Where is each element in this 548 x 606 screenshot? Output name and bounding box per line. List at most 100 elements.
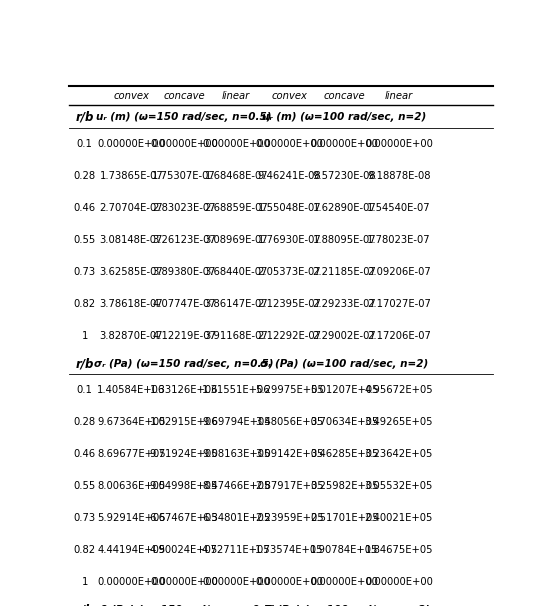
Text: 1.40584E+06: 1.40584E+06 [97,385,165,395]
Text: 4.95672E+05: 4.95672E+05 [364,385,433,395]
Text: 0.82: 0.82 [73,545,96,554]
Text: linear: linear [385,91,413,101]
Text: concave: concave [163,91,205,101]
Text: 1.73574E+05: 1.73574E+05 [255,545,323,554]
Text: 1.02915E+06: 1.02915E+06 [150,417,218,427]
Text: 1.55048E-07: 1.55048E-07 [258,202,321,213]
Text: 0.00000E+00: 0.00000E+00 [98,577,165,587]
Text: 0.28: 0.28 [73,417,96,427]
Text: 0.1: 0.1 [77,139,93,148]
Text: 3.68440E-07: 3.68440E-07 [204,267,268,276]
Text: 9.46241E-08: 9.46241E-08 [258,171,321,181]
Text: 4.72711E+05: 4.72711E+05 [202,545,271,554]
Text: 0.1: 0.1 [77,385,93,395]
Text: 3.26123E-07: 3.26123E-07 [152,235,216,245]
Text: 1.33126E+06: 1.33126E+06 [150,385,218,395]
Text: linear: linear [222,91,250,101]
Text: 0.73: 0.73 [73,267,96,276]
Text: 3.89380E-07: 3.89380E-07 [152,267,216,276]
Text: 4.90024E+05: 4.90024E+05 [150,545,218,554]
Text: 8.00636E+05: 8.00636E+05 [97,481,165,491]
Text: 3.46285E+05: 3.46285E+05 [310,449,379,459]
Text: r/b: r/b [76,603,94,606]
Text: 2.29233E-07: 2.29233E-07 [313,299,376,308]
Text: 2.05373E-07: 2.05373E-07 [258,267,321,276]
Text: 2.21185E-07: 2.21185E-07 [312,267,376,276]
Text: 0.55: 0.55 [73,235,96,245]
Text: 1.68468E-07: 1.68468E-07 [204,171,268,181]
Text: 2.12292E-07: 2.12292E-07 [258,330,321,341]
Text: 3.86147E-07: 3.86147E-07 [204,299,268,308]
Text: 9.71924E+05: 9.71924E+05 [150,449,218,459]
Text: 1.90784E+05: 1.90784E+05 [310,545,379,554]
Text: 1.62890E-07: 1.62890E-07 [313,202,376,213]
Text: 1.31551E+06: 1.31551E+06 [202,385,271,395]
Text: 0.82: 0.82 [73,299,96,308]
Text: 0.55: 0.55 [73,481,96,491]
Text: 3.08148E-07: 3.08148E-07 [100,235,163,245]
Text: 4.44194E+05: 4.44194E+05 [97,545,165,554]
Text: 4.12219E-07: 4.12219E-07 [152,330,216,341]
Text: 3.23642E+05: 3.23642E+05 [365,449,433,459]
Text: 0.46: 0.46 [73,449,96,459]
Text: 3.49265E+05: 3.49265E+05 [364,417,433,427]
Text: 2.83023E-07: 2.83023E-07 [152,202,216,213]
Text: convex: convex [113,91,149,101]
Text: 9.04998E+05: 9.04998E+05 [150,481,218,491]
Text: 4.07747E-07: 4.07747E-07 [152,299,216,308]
Text: 8.47466E+05: 8.47466E+05 [202,481,271,491]
Text: 0.00000E+00: 0.00000E+00 [202,577,270,587]
Text: 3.70634E+05: 3.70634E+05 [310,417,379,427]
Text: 3.08969E-07: 3.08969E-07 [204,235,268,245]
Text: 2.23959E+05: 2.23959E+05 [255,513,324,523]
Text: σᵣ (Pa) (ω=150 rad/sec, n=0.5): σᵣ (Pa) (ω=150 rad/sec, n=0.5) [94,359,273,368]
Text: 2.17206E-07: 2.17206E-07 [367,330,431,341]
Text: 0.00000E+00: 0.00000E+00 [150,139,218,148]
Text: 1.54540E-07: 1.54540E-07 [367,202,431,213]
Text: 0.00000E+00: 0.00000E+00 [365,577,433,587]
Text: σθ (Pa) (ω=100 rad/sec, n=2): σθ (Pa) (ω=100 rad/sec, n=2) [258,605,430,606]
Text: 3.82870E-07: 3.82870E-07 [100,330,163,341]
Text: 1.84675E+05: 1.84675E+05 [364,545,433,554]
Text: convex: convex [271,91,307,101]
Text: 9.57230E-08: 9.57230E-08 [313,171,376,181]
Text: r/b: r/b [76,357,94,370]
Text: 1.73865E-07: 1.73865E-07 [100,171,163,181]
Text: 2.29002E-07: 2.29002E-07 [313,330,376,341]
Text: 2.09206E-07: 2.09206E-07 [367,267,431,276]
Text: uᵣ (m) (ω=100 rad/sec, n=2): uᵣ (m) (ω=100 rad/sec, n=2) [262,113,426,122]
Text: 2.68859E-07: 2.68859E-07 [204,202,268,213]
Text: 3.91168E-07: 3.91168E-07 [204,330,268,341]
Text: 1: 1 [82,330,88,341]
Text: 0.00000E+00: 0.00000E+00 [255,139,323,148]
Text: 2.70704E-07: 2.70704E-07 [100,202,163,213]
Text: 1: 1 [82,577,88,587]
Text: 0.00000E+00: 0.00000E+00 [150,577,218,587]
Text: 2.40021E+05: 2.40021E+05 [365,513,433,523]
Text: 6.34801E+05: 6.34801E+05 [202,513,270,523]
Text: 9.18878E-08: 9.18878E-08 [367,171,431,181]
Text: 2.51701E+05: 2.51701E+05 [310,513,379,523]
Text: 5.92914E+05: 5.92914E+05 [97,513,165,523]
Text: 0.00000E+00: 0.00000E+00 [202,139,270,148]
Text: 5.29975E+05: 5.29975E+05 [255,385,324,395]
Text: 2.17027E-07: 2.17027E-07 [367,299,431,308]
Text: 0.00000E+00: 0.00000E+00 [255,577,323,587]
Text: 3.05532E+05: 3.05532E+05 [365,481,433,491]
Text: 1.88095E-07: 1.88095E-07 [313,235,376,245]
Text: 1.78023E-07: 1.78023E-07 [367,235,431,245]
Text: 0.00000E+00: 0.00000E+00 [365,139,433,148]
Text: 9.08163E+05: 9.08163E+05 [202,449,271,459]
Text: 0.46: 0.46 [73,202,96,213]
Text: 0.00000E+00: 0.00000E+00 [98,139,165,148]
Text: 9.67364E+05: 9.67364E+05 [97,417,165,427]
Text: 3.78618E-07: 3.78618E-07 [100,299,163,308]
Text: 8.69677E+05: 8.69677E+05 [97,449,165,459]
Text: 0.00000E+00: 0.00000E+00 [311,139,379,148]
Text: 3.62585E-07: 3.62585E-07 [100,267,163,276]
Text: 9.69794E+05: 9.69794E+05 [202,417,271,427]
Text: 1.75307E-07: 1.75307E-07 [152,171,216,181]
Text: 2.12395E-07: 2.12395E-07 [258,299,321,308]
Text: r/b: r/b [76,111,94,124]
Text: σθ (Pa) (ω=150 rad/sec, n=0.5): σθ (Pa) (ω=150 rad/sec, n=0.5) [92,605,276,606]
